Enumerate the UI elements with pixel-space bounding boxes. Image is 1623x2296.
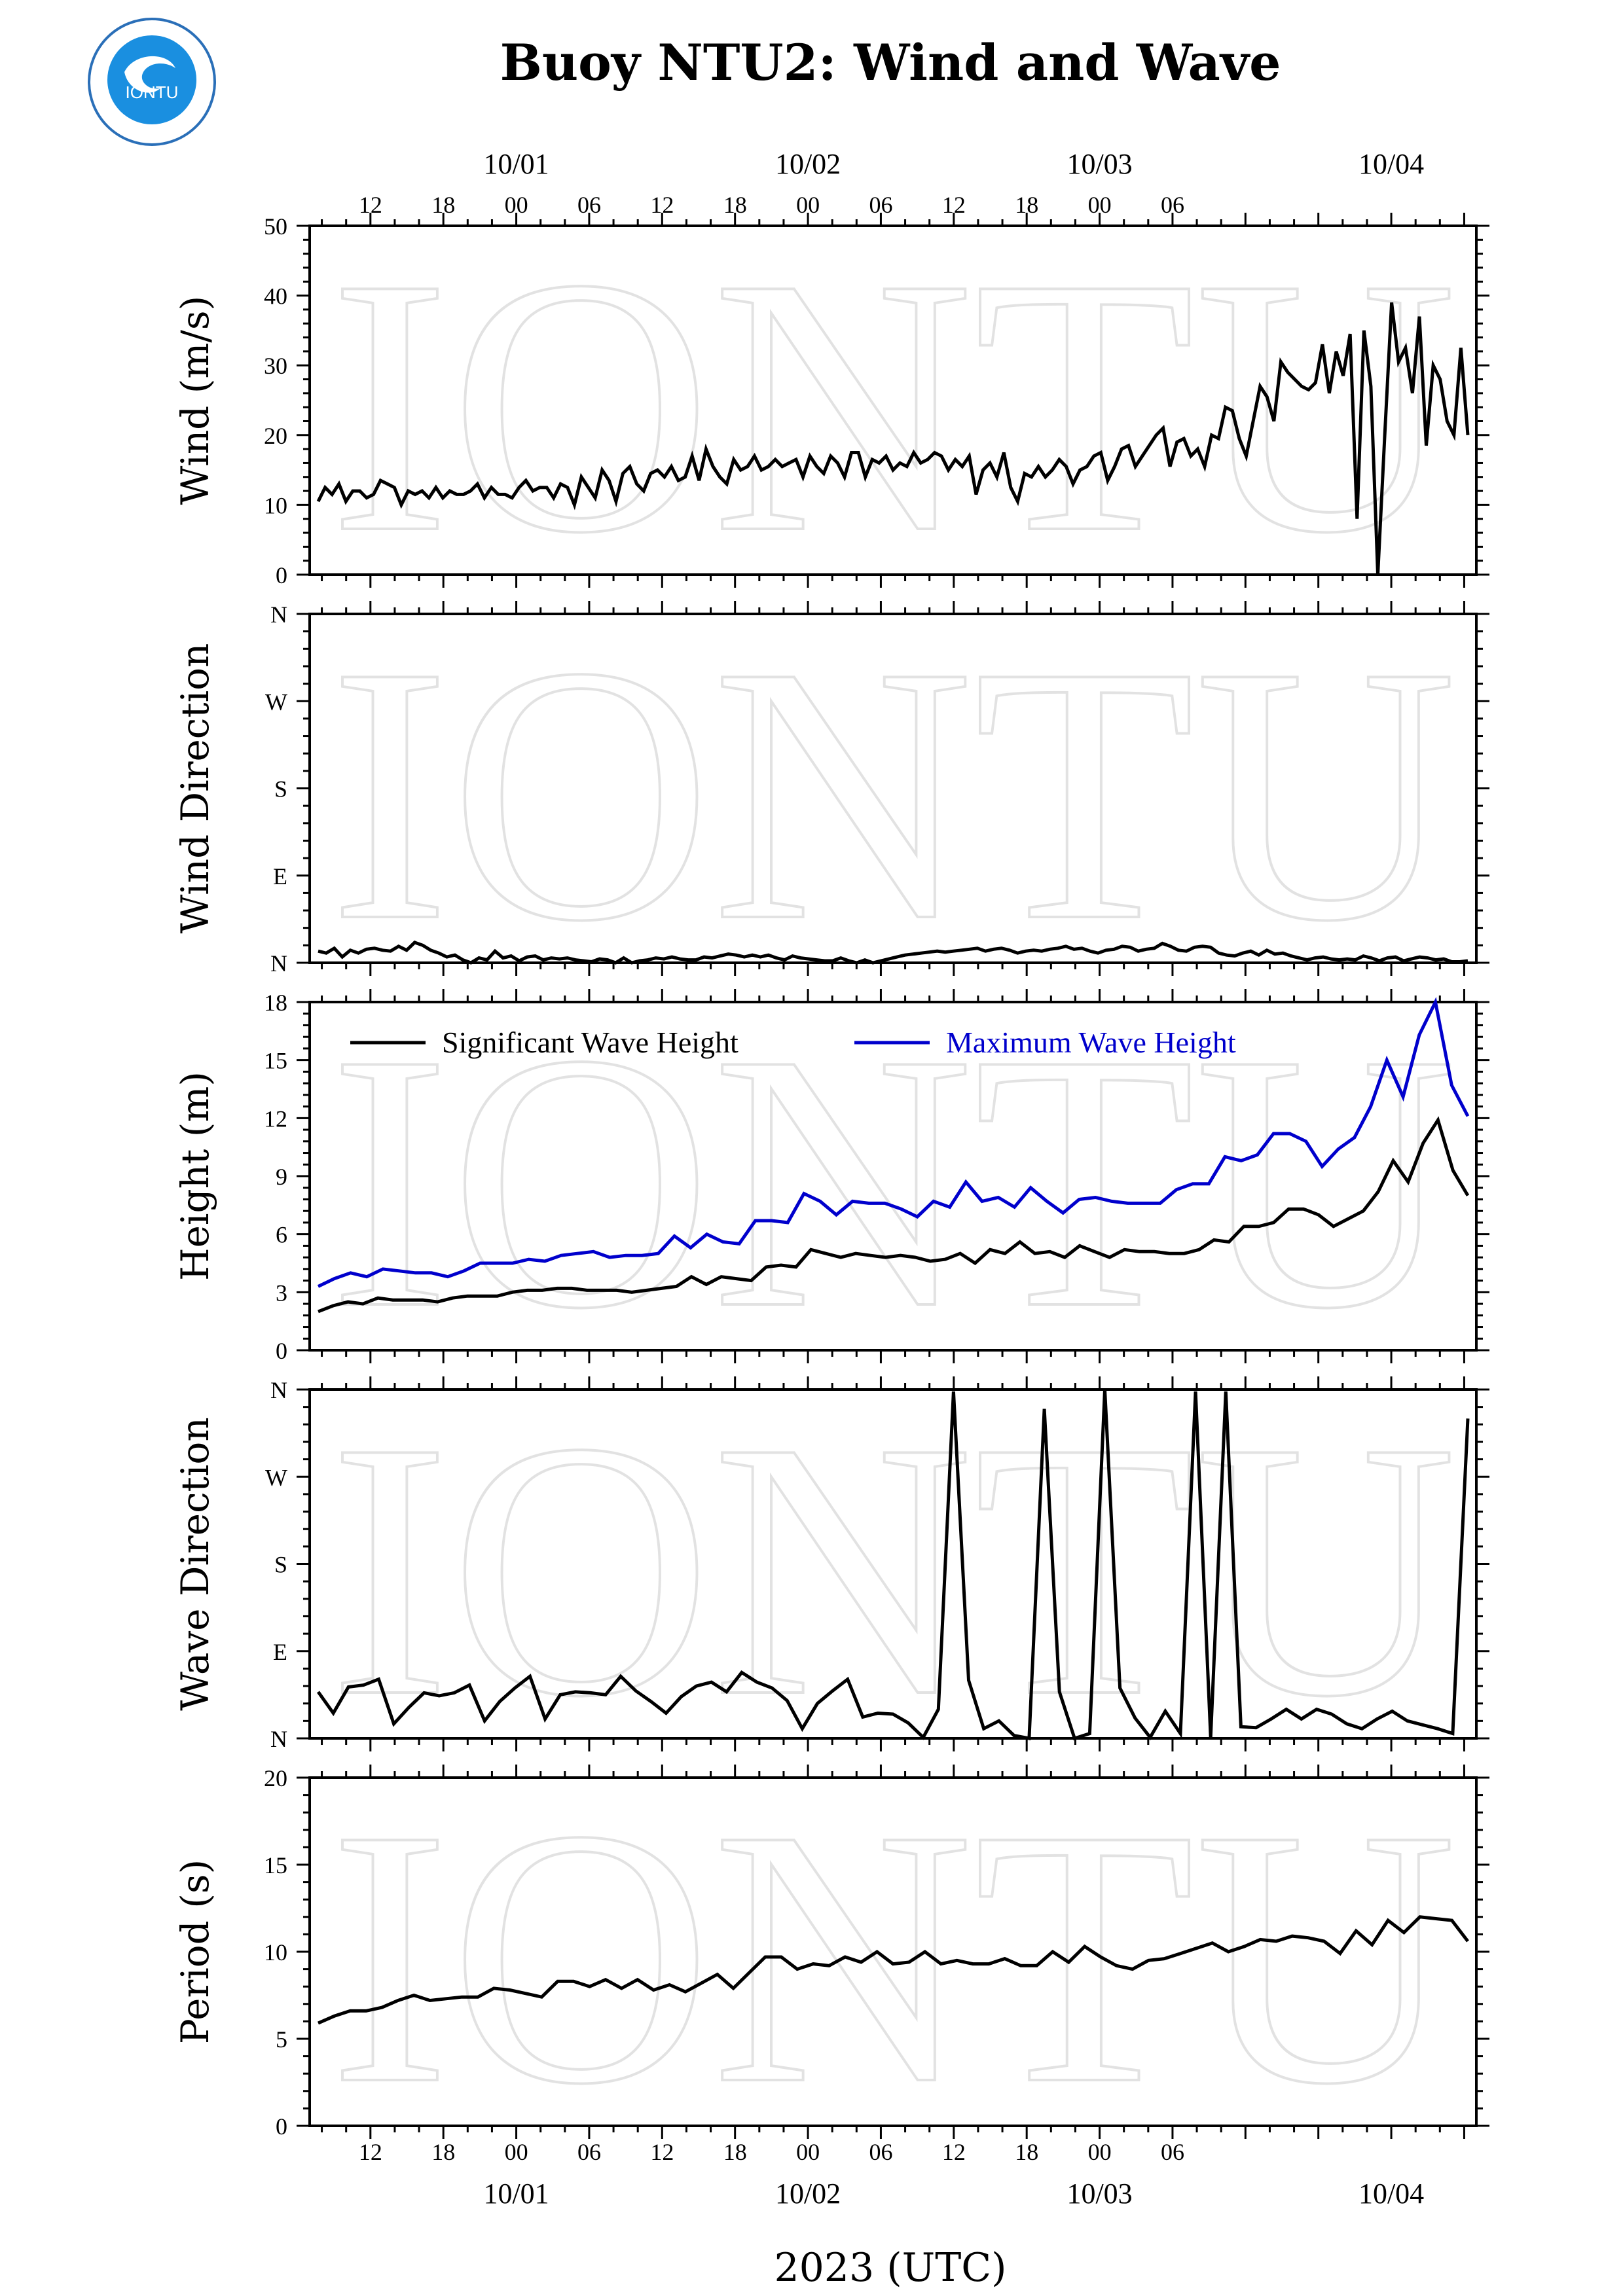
y-tick-label: W [265,689,287,715]
y-tick-label: E [273,863,287,889]
y-axis-label: Height (m) [173,1071,217,1281]
y-tick-label: 15 [264,1852,287,1878]
y-axis-label: Period (s) [173,1859,217,2045]
date-label: 10/04 [1359,148,1424,180]
hour-tick-label: 00 [1088,192,1112,218]
y-tick-label: 6 [276,1222,287,1248]
hour-tick-label: 18 [723,2139,747,2165]
watermark-text: IONTU [329,978,1457,1384]
y-tick-label: 9 [276,1164,287,1190]
y-tick-label: E [273,1639,287,1665]
date-label: 10/02 [775,148,841,180]
y-tick-label: 18 [264,990,287,1016]
watermark-text: IONTU [329,591,1457,997]
y-tick-label: 12 [264,1105,287,1132]
hour-tick-label: 00 [796,192,820,218]
hour-tick-label: 12 [359,2139,382,2165]
legend-label-significant: Significant Wave Height [442,1026,739,1059]
panel-4: IONTU N E S W N Wave Direction [173,1365,1489,1774]
panel-1: IONTU 0 10 20 30 40 50 Wind (m/s) [173,202,1489,610]
y-tick-label: 10 [264,1939,287,1965]
y-tick-label: 20 [264,423,287,449]
panel-2: IONTU N E S W N Wind Direction [173,590,1489,998]
hour-tick-label: 12 [650,2139,674,2165]
date-label: 10/02 [775,2178,841,2210]
y-tick-label: 30 [264,353,287,379]
hour-tick-label: 18 [723,192,747,218]
hour-tick-label: 06 [869,192,892,218]
series-line-1 [317,1915,1469,2025]
hour-tick-label: 06 [577,192,601,218]
y-tick-label: 20 [264,1765,287,1791]
logo-text: IONTU [126,82,179,102]
y-tick-label: W [265,1464,287,1490]
y-axis-label: Wind Direction [173,643,217,934]
watermark-text: IONTU [329,1367,1457,1772]
y-tick-label: N [270,950,287,977]
hour-tick-label: 00 [796,2139,820,2165]
x-axis-label: 2023 (UTC) [774,2245,1006,2291]
hour-tick-label: 00 [505,2139,528,2165]
series-line-1 [318,941,1468,965]
hour-tick-label: 18 [431,192,455,218]
hour-tick-label: 00 [505,192,528,218]
date-label: 10/03 [1067,148,1132,180]
y-axis-label: Wave Direction [173,1417,217,1710]
iontu-logo: IONTU [88,18,216,146]
hour-tick-label: 06 [577,2139,601,2165]
hour-tick-label: 12 [942,192,966,218]
chart-title: Buoy NTU2: Wind and Wave [500,33,1281,92]
hour-tick-label: 06 [869,2139,892,2165]
y-tick-label: 0 [276,2113,287,2140]
y-tick-label: 15 [264,1048,287,1074]
date-label: 10/03 [1067,2178,1132,2210]
panel-3: IONTU 0 3 6 9 12 15 18 Height (m) Significant Wav… [173,977,1489,1386]
y-tick-label: S [274,776,287,802]
y-tick-label: 3 [276,1280,287,1306]
hour-tick-label: 12 [359,192,382,218]
hour-tick-label: 18 [1015,192,1038,218]
watermark-text: IONTU [329,203,1457,609]
y-tick-label: N [270,601,287,628]
date-label: 10/04 [1359,2178,1424,2210]
panel-5: IONTU 0 5 10 15 20 Period (s) [173,1753,1489,2161]
date-label: 10/01 [483,148,549,180]
legend: Significant Wave Height Maximum Wave Heig… [350,1026,1236,1059]
y-tick-label: 40 [264,283,287,310]
y-axis-label: Wind (m/s) [173,296,217,505]
y-tick-label: S [274,1552,287,1578]
series-line-1 [316,302,1470,575]
y-tick-label: 0 [276,562,287,588]
legend-label-maximum: Maximum Wave Height [946,1026,1236,1059]
hour-tick-label: 06 [1161,192,1184,218]
date-label: 10/01 [483,2178,549,2210]
y-tick-label: 50 [264,213,287,240]
y-tick-label: 10 [264,492,287,518]
plot-frame [308,224,1478,576]
series-line-1 [318,1116,1470,1314]
y-tick-label: 5 [276,2026,287,2053]
hour-tick-label: 18 [431,2139,455,2165]
series-line-1 [316,1389,1470,1741]
hour-tick-label: 00 [1088,2139,1112,2165]
y-tick-label: N [270,1377,287,1403]
time-axis-labels: 12 18 00 06 12 18 00 06 12 18 00 06 10/01 10/02 10/03 1… [359,148,1424,218]
hour-tick-label: 12 [942,2139,966,2165]
time-axis-labels: 12 18 00 06 12 18 00 06 12 18 00 06 10/01 10/02 10/03 1… [359,2139,1424,2210]
y-tick-label: N [270,1726,287,1752]
hour-tick-label: 12 [650,192,674,218]
hour-tick-label: 06 [1161,2139,1184,2165]
watermark-text: IONTU [329,1754,1457,2160]
hour-tick-label: 18 [1015,2139,1038,2165]
y-tick-label: 0 [276,1338,287,1364]
series-line-2 [317,997,1470,1288]
